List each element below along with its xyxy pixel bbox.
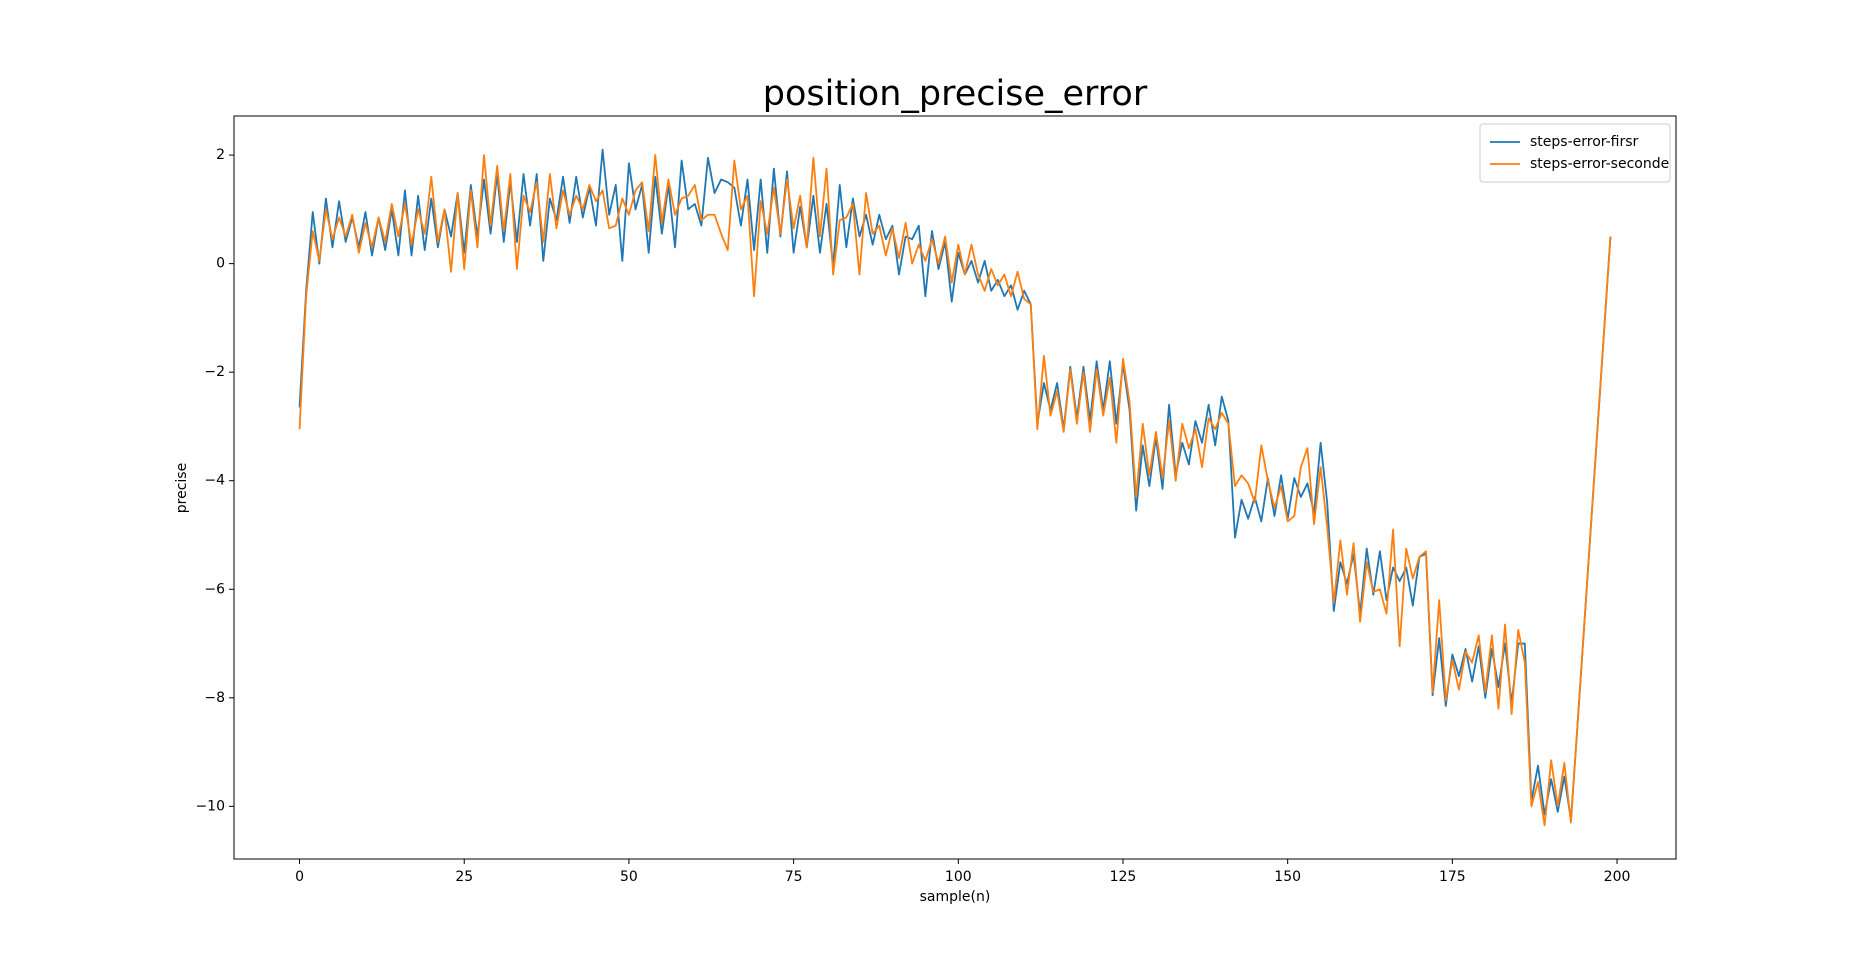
y-tick-label: −4 <box>204 473 225 489</box>
y-axis-label: precise <box>174 463 190 513</box>
x-tick-label: 100 <box>945 869 972 885</box>
legend-label: steps-error-seconde <box>1530 156 1669 172</box>
x-tick-label: 25 <box>455 869 473 885</box>
series-line <box>298 154 1612 827</box>
x-tick-label: 150 <box>1274 869 1301 885</box>
x-tick-label: 50 <box>620 869 638 885</box>
x-tick-label: 75 <box>785 869 803 885</box>
plot-frame <box>233 115 1677 860</box>
x-tick-label: 175 <box>1439 869 1466 885</box>
legend-box <box>1479 123 1671 183</box>
x-tick-label: 200 <box>1604 869 1631 885</box>
x-tick-label: 125 <box>1110 869 1137 885</box>
legend-label: steps-error-firsr <box>1530 134 1639 150</box>
y-tick-label: 2 <box>216 147 225 163</box>
series-line <box>298 148 1612 821</box>
y-tick-label: 0 <box>216 256 225 272</box>
chart-title: position_precise_error <box>763 74 1148 114</box>
y-tick-label: −6 <box>204 581 225 597</box>
y-tick-label: −2 <box>204 364 225 380</box>
x-tick-label: 0 <box>295 869 304 885</box>
y-tick-label: −10 <box>195 798 225 814</box>
x-axis-label: sample(n) <box>920 889 991 905</box>
y-tick-label: −8 <box>204 690 225 706</box>
